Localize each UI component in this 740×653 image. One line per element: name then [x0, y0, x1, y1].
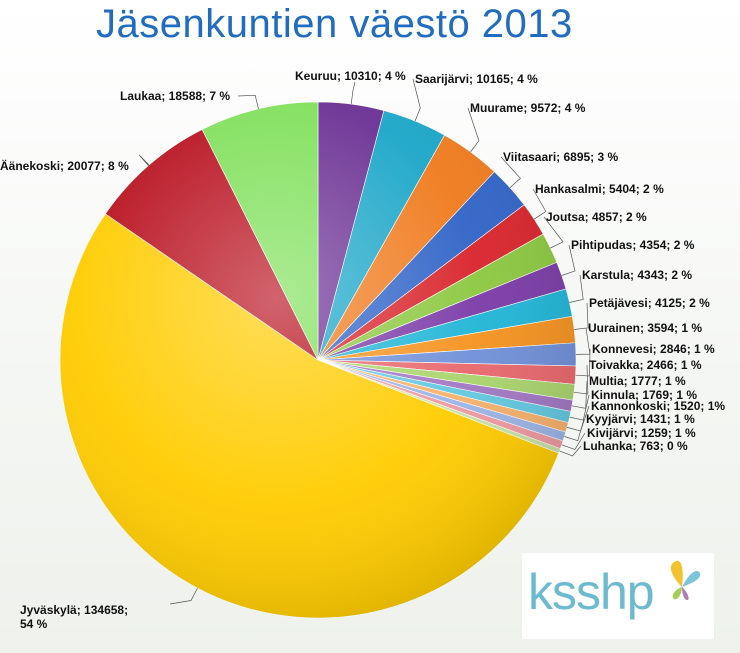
leader-line: [573, 364, 589, 395]
leader-line: [569, 394, 590, 421]
butterfly-icon: [670, 560, 701, 601]
slice-label: Kyyjärvi; 1431; 1 %: [586, 412, 695, 426]
slice-label: Karstula; 4343; 2 %: [582, 268, 692, 282]
slice-label: Keuruu; 10310; 4 %: [295, 69, 406, 83]
leader-line: [467, 107, 480, 153]
slice-label: Äänekoski; 20077; 8 %: [0, 158, 129, 173]
leader-line: [561, 244, 576, 276]
leader-line: [569, 274, 584, 303]
chart-title: Jäsenkuntien väestö 2013: [96, 2, 573, 46]
slice-label: Kivijärvi; 1259; 1 %: [587, 426, 696, 440]
leader-line: [500, 156, 521, 188]
leader-line: [574, 302, 589, 330]
slice-label: Kannonkoski; 1520; 1%: [591, 399, 725, 413]
slice-label: Pihtipudas; 4354; 2 %: [571, 238, 695, 252]
slice-label: Laukaa; 18588; 7 %: [120, 89, 230, 103]
leader-line: [564, 418, 585, 442]
slice-label: Toivakka; 2466; 1 %: [589, 358, 702, 372]
slice-label: Petäjävesi; 4125; 2 %: [589, 296, 710, 310]
slice-label: Luhanka; 763; 0 %: [583, 439, 688, 453]
leader-line: [237, 94, 259, 110]
leader-line: [169, 587, 198, 605]
leader-line: [412, 78, 421, 122]
slice-label: Multia; 1777; 1 %: [589, 374, 686, 388]
slice-label: Kinnula; 1769; 1 %: [591, 388, 697, 402]
ksshp-logo: ksshp: [522, 553, 714, 639]
leader-line: [138, 154, 151, 167]
slice-label: Saarijärvi; 10165; 4 %: [415, 72, 538, 86]
slice-label: Uurainen; 3594; 1 %: [588, 321, 702, 335]
slice-label: Konnevesi; 2846; 1 %: [592, 342, 715, 356]
pie-slices: [59, 101, 577, 619]
leader-line: [532, 188, 547, 220]
logo-text: ksshp: [528, 564, 655, 620]
slice-label: Joutsa; 4857; 2 %: [546, 210, 647, 224]
slice-label: Jyväskylä; 134658; 54 %: [20, 603, 128, 631]
leader-line: [350, 81, 356, 105]
leader-lines: [138, 78, 591, 605]
leader-line: [559, 445, 582, 457]
slice-label: Muurame; 9572; 4 %: [470, 101, 586, 115]
leader-line: [575, 348, 591, 377]
slice-label: Viitasaari; 6895; 3 %: [503, 150, 619, 164]
slice-labels: Keuruu; 10310; 4 % Saarijärvi; 10165; 4 %…: [0, 69, 725, 631]
slice-label: Hankasalmi; 5404; 2 %: [535, 182, 664, 196]
leader-line: [561, 432, 586, 450]
leader-line: [543, 216, 564, 249]
